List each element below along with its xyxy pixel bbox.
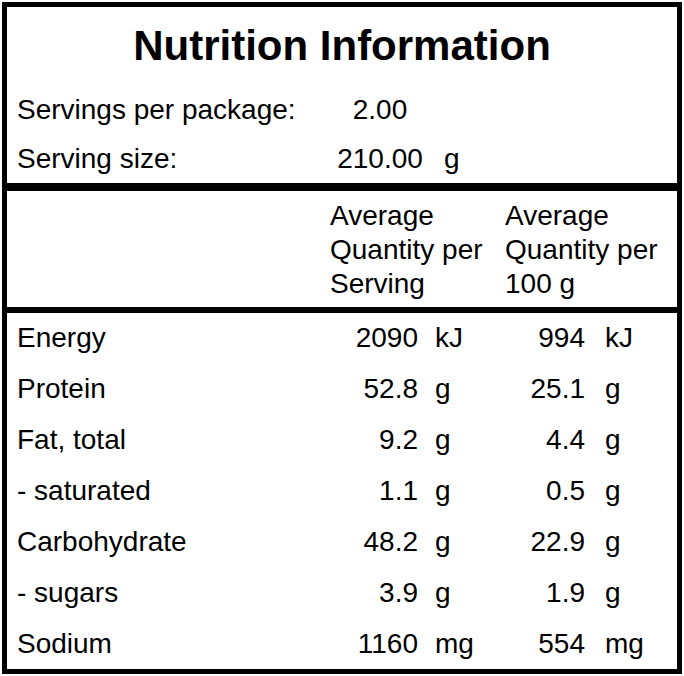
nutrient-column-header	[7, 191, 330, 307]
serving-size-unit: g	[430, 143, 677, 175]
per-serving-unit: kJ	[418, 322, 505, 354]
serving-size-row: Serving size: 210.00 g	[7, 134, 677, 183]
serving-size-value: 210.00	[330, 143, 430, 175]
per-serving-value: 1160	[330, 628, 418, 660]
nutrient-label: Carbohydrate	[7, 526, 330, 558]
per-100g-unit: mg	[585, 628, 677, 660]
per-100g-value: 0.5	[505, 475, 585, 507]
per-100g-value: 4.4	[505, 424, 585, 456]
servings-per-package-label: Servings per package:	[7, 94, 330, 126]
table-row-carbohydrate: Carbohydrate 48.2 g 22.9 g	[7, 516, 677, 567]
per-100g-value: 1.9	[505, 577, 585, 609]
section-divider-top	[7, 183, 677, 191]
per-100g-column-header: Average Quantity per 100 g	[505, 191, 677, 307]
per-100g-value: 25.1	[505, 373, 585, 405]
per-serving-unit: g	[418, 373, 505, 405]
servings-per-package-row: Servings per package: 2.00	[7, 85, 677, 134]
table-row-sugars: - sugars 3.9 g 1.9 g	[7, 567, 677, 618]
table-row-sodium: Sodium 1160 mg 554 mg	[7, 618, 677, 669]
per-100g-value: 22.9	[505, 526, 585, 558]
nutrient-label: Sodium	[7, 628, 330, 660]
per-serving-value: 9.2	[330, 424, 418, 456]
per-100g-unit: g	[585, 424, 677, 456]
per-serving-value: 2090	[330, 322, 418, 354]
table-row-energy: Energy 2090 kJ 994 kJ	[7, 313, 677, 364]
per-serving-value: 3.9	[330, 577, 418, 609]
servings-per-package-value: 2.00	[330, 94, 430, 126]
nutrient-label: - saturated	[7, 475, 330, 507]
per-100g-unit: kJ	[585, 322, 677, 354]
table-header-row: Average Quantity per Serving Average Qua…	[7, 191, 677, 307]
page-title: Nutrition Information	[7, 7, 677, 85]
per-100g-unit: g	[585, 475, 677, 507]
nutrient-table-body: Energy 2090 kJ 994 kJ Protein 52.8 g 25.…	[7, 313, 677, 669]
per-100g-value: 994	[505, 322, 585, 354]
per-serving-value: 48.2	[330, 526, 418, 558]
nutrient-label: Protein	[7, 373, 330, 405]
nutrition-information-panel: Nutrition Information Servings per packa…	[2, 2, 682, 674]
serving-info-section: Nutrition Information Servings per packa…	[7, 7, 677, 183]
table-row-fat-total: Fat, total 9.2 g 4.4 g	[7, 415, 677, 466]
table-row-protein: Protein 52.8 g 25.1 g	[7, 364, 677, 415]
nutrient-label: - sugars	[7, 577, 330, 609]
per-100g-unit: g	[585, 577, 677, 609]
per-serving-value: 52.8	[330, 373, 418, 405]
table-row-saturated: - saturated 1.1 g 0.5 g	[7, 466, 677, 517]
per-serving-unit: mg	[418, 628, 505, 660]
serving-size-label: Serving size:	[7, 143, 330, 175]
per-serving-column-header: Average Quantity per Serving	[330, 191, 505, 307]
per-serving-unit: g	[418, 526, 505, 558]
per-100g-unit: g	[585, 373, 677, 405]
per-serving-unit: g	[418, 424, 505, 456]
nutrient-label: Fat, total	[7, 424, 330, 456]
per-serving-unit: g	[418, 475, 505, 507]
nutrient-label: Energy	[7, 322, 330, 354]
per-100g-unit: g	[585, 526, 677, 558]
per-serving-value: 1.1	[330, 475, 418, 507]
per-100g-value: 554	[505, 628, 585, 660]
per-serving-unit: g	[418, 577, 505, 609]
